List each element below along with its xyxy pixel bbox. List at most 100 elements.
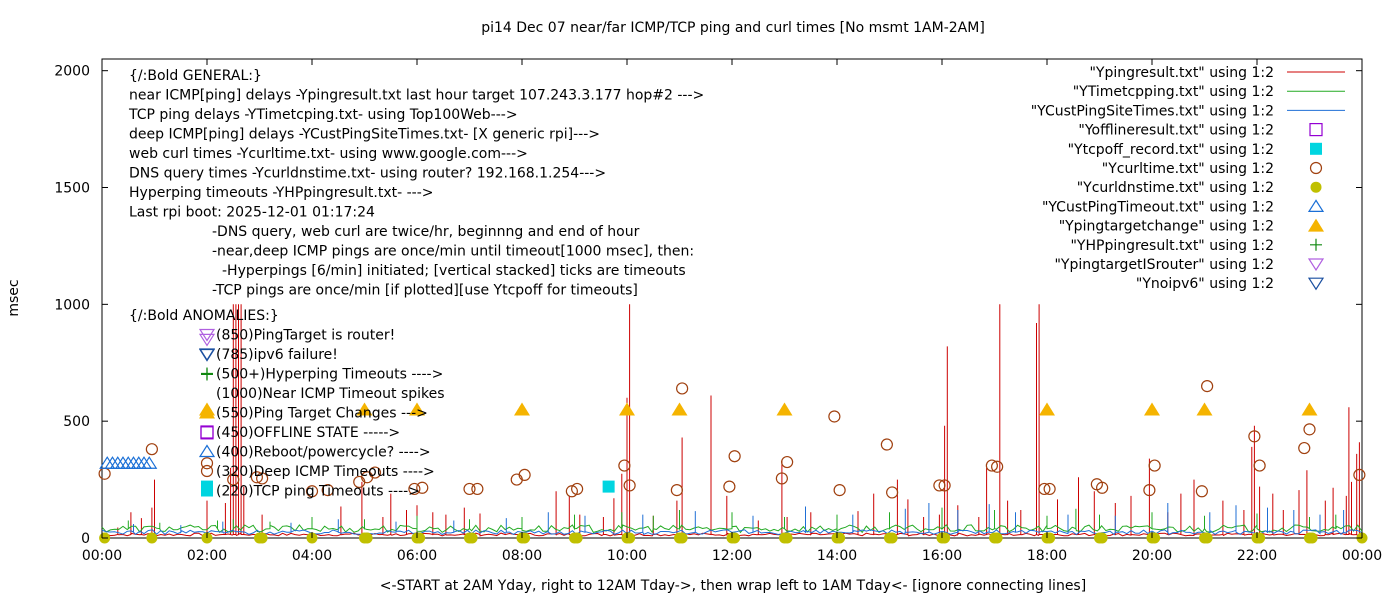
marker-ypingtargetchange	[1144, 402, 1160, 416]
legend-label: "YTimetcpping.txt" using 1:2	[1073, 84, 1274, 100]
marker-ycurltime	[1148, 459, 1161, 472]
legend-swatch	[1310, 142, 1322, 155]
marker-ycurldnstime	[256, 532, 268, 544]
marker-ycurltime	[985, 459, 998, 472]
y-tick-label: 1500	[54, 181, 90, 197]
marker-ypingtargetchange	[619, 402, 635, 416]
annotation-symbol-icon	[201, 484, 213, 497]
marker-ycurltime	[775, 472, 788, 485]
annotation-text: Last rpi boot: 2025-12-01 01:17:24	[129, 205, 375, 221]
legend-swatch	[1308, 218, 1324, 232]
legend-swatch	[1307, 258, 1325, 272]
marker-ycurltime	[1096, 481, 1109, 494]
x-tick-label: 12:00	[712, 548, 752, 564]
legend: "Ypingresult.txt" using 1:2 "YTimetcpping…	[1031, 65, 1345, 292]
marker-ycurltime	[463, 482, 476, 496]
marker-ycurldnstime	[519, 532, 531, 544]
marker-ycurltime	[321, 484, 334, 497]
marker-ycurltime	[781, 455, 794, 469]
marker-ycurltime	[1038, 482, 1051, 496]
marker-ycurltime	[938, 479, 951, 492]
marker-ypingtargetchange	[409, 402, 425, 416]
marker-ycurltime	[518, 468, 531, 482]
annotation-text: {/:Bold GENERAL:}	[129, 68, 262, 84]
annotation-layer: {/:Bold GENERAL:} near ICMP[ping] delays …	[128, 68, 704, 500]
annotation-text: (850)PingTarget is router!	[216, 328, 395, 344]
annotation-text: (220)TCP ping Timeouts ---->	[216, 484, 420, 500]
marker-ycurldnstime	[361, 532, 373, 544]
annotation-text: DNS query times -Ycurldnstime.txt- using…	[129, 166, 606, 182]
marker-ycurltime	[833, 484, 846, 497]
marker-ycurldnstime	[1254, 532, 1266, 544]
series-line-2	[101, 503, 1363, 536]
marker-ycurltime	[510, 473, 523, 486]
annotation-text: Hyperping timeouts -YHPpingresult.txt- -…	[129, 185, 434, 201]
legend-swatch	[1309, 122, 1323, 137]
legend-label: "YHPpingresult.txt" using 1:2	[1070, 238, 1274, 254]
marker-ycurltime	[145, 443, 158, 456]
annotation-text: -Hyperpings [6/min] initiated; [vertical…	[222, 263, 686, 279]
marker-ycurltime	[991, 460, 1004, 473]
marker-ycurldnstime	[466, 532, 478, 544]
marker-ycurltime	[933, 479, 946, 492]
legend-label: "Ycurldnstime.txt" using 1:2	[1077, 180, 1274, 196]
marker-ycurldnstime	[991, 532, 1003, 544]
marker-ycurltime	[723, 480, 736, 493]
marker-ycurldnstime	[1149, 532, 1161, 544]
marker-ypingtargetchange	[1039, 402, 1055, 416]
annotation-text: (550)Ping Target Changes --->	[216, 406, 428, 422]
marker-ycurltime	[565, 485, 578, 498]
legend-label: "Ycurltime.txt" using 1:2	[1102, 161, 1274, 177]
marker-ycurldnstime	[939, 532, 951, 544]
annotation-text: (450)OFFLINE STATE ----->	[216, 425, 400, 441]
marker-ypingtargetchange	[1301, 402, 1318, 416]
marker-ycurldnstime	[834, 532, 846, 544]
marker-ypingtargetisrouter	[198, 333, 216, 347]
marker-ycurldnstime	[676, 532, 688, 544]
legend-swatch	[1307, 277, 1325, 291]
marker-ycurltime	[618, 459, 631, 472]
x-tick-label: 04:00	[292, 548, 332, 564]
marker-ycurltime	[471, 482, 484, 496]
marker-ypingtargetchange	[356, 402, 373, 416]
marker-ycurltime	[880, 438, 893, 451]
y-tick-label: 0	[81, 531, 90, 547]
marker-ycurltime	[886, 486, 899, 499]
legend-swatch	[1307, 199, 1325, 212]
axis-ticks: 00:00 02:00 04:00 06:00 08:00 10:00 12:00 14:00…	[54, 59, 1382, 564]
marker-ycurltime	[1353, 468, 1366, 482]
marker-ycurltime	[200, 457, 214, 470]
legend-label: "YCustPingSiteTimes.txt" using 1:2	[1031, 103, 1274, 119]
annotation-text: deep ICMP[ping] delays -YCustPingSiteTim…	[129, 127, 600, 143]
annotation-symbol-icon	[199, 405, 215, 419]
annotation-symbol-icon	[198, 444, 216, 458]
marker-ycurldnstime	[729, 532, 741, 544]
legend-swatch	[1310, 238, 1322, 251]
marker-ycurltime	[670, 484, 683, 497]
marker-ycurltime	[256, 472, 269, 485]
series-line-1	[101, 507, 1363, 534]
annotation-text: -TCP pings are once/min [if plotted][use…	[212, 283, 638, 299]
marker-ycurldnstime	[1044, 532, 1056, 544]
marker-ycurldnstime	[146, 532, 158, 544]
chart-title: pi14 Dec 07 near/far ICMP/TCP ping and c…	[481, 20, 985, 36]
x-tick-label: 16:00	[922, 548, 962, 564]
marker-ycurldnstime	[624, 532, 636, 544]
marker-ycurldnstime	[571, 532, 583, 544]
x-tick-label: 22:00	[1237, 548, 1277, 564]
marker-ycurltime	[227, 473, 240, 486]
legend-label: "Yofflineresult.txt" using 1:2	[1078, 123, 1274, 139]
annotation-symbol-icon	[198, 328, 216, 342]
marker-ycurldnstime	[414, 532, 426, 544]
legend-swatch	[1310, 181, 1322, 193]
marker-ycurldnstime	[1306, 532, 1318, 544]
marker-ycurltime	[416, 481, 429, 494]
marker-ycurldnstime	[1201, 532, 1213, 544]
legend-label: "YCustPingTimeout.txt" using 1:2	[1042, 199, 1274, 215]
marker-ycurltime	[1248, 430, 1261, 443]
marker-ycurltime	[1143, 484, 1156, 497]
marker-ycurltime	[368, 466, 382, 479]
annotation-symbol-icon	[201, 367, 213, 380]
annotation-text: (320)Deep ICMP Timeouts ---->	[216, 464, 435, 480]
